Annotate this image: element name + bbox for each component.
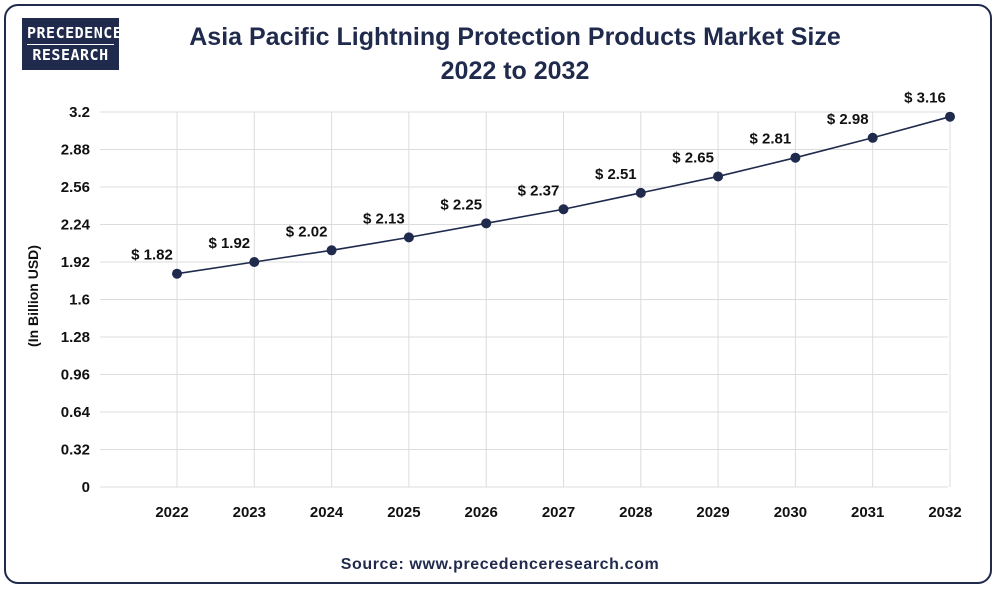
y-tick-label: 1.6 <box>69 292 90 309</box>
x-tick-label: 2023 <box>233 504 266 521</box>
series: $ 1.82 $ 1.92 $ 2.02 $ 2.13 $ 2.25 $ 2.37 $ 2.… <box>131 90 955 279</box>
x-tick-label: 2031 <box>851 504 884 521</box>
x-tick-label: 2030 <box>774 504 807 521</box>
x-tick-label: 2025 <box>387 504 420 521</box>
chart-title-block: Asia Pacific Lightning Protection Produc… <box>150 20 880 88</box>
x-tick-label: 2024 <box>310 504 344 521</box>
x-tick-label: 2026 <box>465 504 498 521</box>
y-tick-label: 1.92 <box>61 254 90 271</box>
data-point <box>249 257 260 267</box>
x-tick-label: 2027 <box>542 504 575 521</box>
data-point <box>403 232 414 243</box>
data-point <box>713 171 724 182</box>
data-label: $ 3.16 <box>904 90 946 107</box>
data-label: $ 1.82 <box>131 247 173 264</box>
chart-subtitle: 2022 to 2032 <box>440 57 590 85</box>
y-tick-label: 3.2 <box>69 104 90 121</box>
data-label: $ 2.81 <box>750 131 792 148</box>
data-label: $ 2.02 <box>286 223 328 240</box>
data-point <box>481 218 492 229</box>
y-tick-label: 0 <box>82 479 90 496</box>
grid <box>100 111 951 488</box>
data-point <box>172 268 182 279</box>
x-axis-ticks: 2022 2023 2024 2025 2026 2027 2028 2029 2030 2031… <box>155 504 961 521</box>
data-point <box>635 187 646 198</box>
y-tick-label: 2.24 <box>61 217 91 234</box>
y-tick-label: 2.88 <box>61 142 90 159</box>
x-tick-label: 2032 <box>928 504 961 521</box>
data-point <box>945 111 955 122</box>
data-label: $ 2.51 <box>595 166 637 183</box>
data-label: $ 2.37 <box>518 182 560 199</box>
y-tick-label: 1.28 <box>61 329 90 346</box>
y-axis-ticks: 0 0.32 0.64 0.96 1.28 1.6 1.92 2.24 2.56 2.88 3.2 <box>61 104 91 496</box>
x-tick-label: 2022 <box>155 504 188 521</box>
chart-title: Asia Pacific Lightning Protection Produc… <box>189 23 841 51</box>
y-axis-title: (In Billion USD) <box>25 245 41 347</box>
y-tick-label: 2.56 <box>61 179 90 196</box>
source-note: Source: www.precedenceresearch.com <box>340 556 660 573</box>
brand-logo: PRECEDENCE RESEARCH <box>22 18 122 70</box>
data-point <box>326 245 337 256</box>
brand-logo-line2: RESEARCH <box>32 46 109 64</box>
data-label: $ 1.92 <box>208 235 250 252</box>
data-point <box>790 152 801 163</box>
data-point <box>867 132 878 143</box>
y-tick-label: 0.64 <box>61 404 91 421</box>
data-label: $ 2.98 <box>827 111 869 128</box>
y-tick-label: 0.96 <box>61 367 90 384</box>
x-tick-label: 2029 <box>696 504 729 521</box>
brand-logo-line1: PRECEDENCE <box>27 23 122 45</box>
data-label: $ 2.13 <box>363 210 405 227</box>
data-label: $ 2.65 <box>672 149 714 166</box>
y-tick-label: 0.32 <box>61 442 90 459</box>
data-label: $ 2.25 <box>440 196 482 213</box>
data-point <box>558 204 569 215</box>
x-tick-label: 2028 <box>619 504 652 521</box>
